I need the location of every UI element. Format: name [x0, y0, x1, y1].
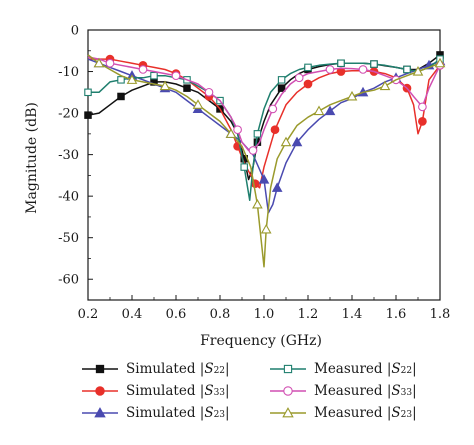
data-point [304, 63, 312, 72]
data-point [126, 74, 138, 84]
x-tick-label: 1.2 [298, 307, 319, 322]
y-tick-label: 0 [71, 24, 79, 39]
data-point [379, 80, 391, 91]
data-point [253, 130, 262, 138]
data-point [282, 407, 294, 418]
data-point [248, 146, 258, 155]
series-simulated-s22 [84, 51, 444, 181]
data-point [283, 364, 293, 374]
data-point [283, 386, 293, 396]
legend-swatch [82, 407, 118, 418]
data-point [277, 84, 286, 92]
data-point [159, 80, 171, 91]
legend-item-sim-s33: Simulated | S 33 | [80, 380, 230, 402]
data-point [291, 136, 303, 147]
legend-swatch [82, 364, 118, 374]
data-point [294, 73, 304, 83]
x-tick-label: 1.4 [342, 307, 363, 322]
data-point [370, 60, 378, 68]
x-tick-label: 0.6 [166, 307, 187, 322]
series-layer [84, 51, 446, 268]
y-tick-label: -20 [58, 107, 79, 122]
legend-label: Measured | S 23 | [314, 405, 417, 421]
series-measured-s33 [87, 56, 445, 155]
data-point [138, 65, 148, 74]
x-tick-label: 1.8 [430, 307, 451, 322]
legend-item-meas-s22: Measured | S 22 | [268, 358, 417, 380]
data-point [93, 57, 105, 68]
data-point [225, 128, 237, 138]
data-point [105, 58, 115, 68]
legend-swatch [270, 407, 306, 418]
series-simulated-s33 [88, 54, 445, 189]
data-point [403, 65, 411, 74]
data-point [117, 76, 125, 84]
x-tick-label: 0.8 [210, 307, 231, 322]
series-measured-s23 [87, 54, 446, 268]
data-point [270, 125, 280, 135]
data-point [95, 364, 105, 374]
x-tick-label: 1.0 [254, 307, 275, 322]
x-tick-label: 0.2 [78, 307, 99, 322]
legend-item-sim-s23: Simulated | S 23 | [80, 402, 230, 424]
data-point [192, 99, 204, 109]
data-point [95, 386, 105, 396]
data-point [84, 111, 92, 119]
legend: Simulated | S 22 | Simulated | S 33 | Simulate… [0, 356, 474, 445]
y-tick-label: -50 [58, 231, 79, 246]
legend-label: Measured | S 33 | [314, 383, 417, 399]
data-point [94, 407, 106, 418]
series-line [87, 54, 441, 181]
y-tick-label: -40 [58, 190, 79, 205]
data-point [418, 117, 427, 126]
chart: 0.2 0.4 0.6 0.8 1.0 1.2 1.4 1.6 1.8 0 -10 -20 -30 -40… [24, 24, 450, 350]
data-point [303, 79, 313, 89]
data-point [277, 76, 286, 84]
legend-swatch [270, 386, 306, 396]
series-line [87, 54, 441, 268]
data-point [346, 90, 358, 101]
legend-swatch [270, 364, 306, 374]
legend-label: Simulated | S 23 | [126, 405, 230, 421]
x-tick-label: 1.6 [386, 307, 407, 322]
data-point [204, 87, 214, 97]
data-point [337, 59, 345, 67]
data-point [233, 125, 242, 135]
data-point [358, 65, 368, 74]
data-point [434, 57, 446, 68]
x-axis-label: Frequency (GHz) [200, 333, 322, 349]
series-simulated-s23 [87, 55, 446, 214]
legend-label: Simulated | S 22 | [126, 361, 230, 377]
data-point [324, 105, 336, 116]
data-point [268, 104, 278, 114]
data-point [258, 174, 270, 184]
data-point [150, 71, 158, 80]
x-tick-label: 0.4 [122, 307, 143, 322]
legend-item-sim-s22: Simulated | S 22 | [80, 358, 230, 380]
legend-label: Simulated | S 33 | [126, 383, 230, 399]
y-tick-label: -10 [58, 65, 79, 80]
legend-item-meas-s23: Measured | S 23 | [268, 402, 417, 424]
y-tick-label: -30 [58, 148, 79, 163]
data-point [252, 198, 263, 209]
data-point [183, 84, 191, 92]
series-line [87, 56, 441, 152]
legend-item-meas-s33: Measured | S 33 | [268, 380, 417, 402]
y-axis-label: Magnitude (dB) [24, 102, 40, 214]
data-point [271, 182, 283, 192]
data-point [260, 223, 272, 234]
data-point [240, 163, 248, 171]
data-point [418, 102, 427, 112]
legend-label: Measured | S 22 | [314, 361, 417, 377]
data-point [313, 105, 325, 116]
data-point [280, 136, 292, 147]
data-point [84, 88, 92, 97]
data-point [412, 66, 424, 76]
data-point [325, 65, 335, 74]
y-tick-label: -60 [58, 273, 79, 288]
data-point [117, 92, 125, 101]
data-point [171, 71, 181, 81]
axes: 0.2 0.4 0.6 0.8 1.0 1.2 1.4 1.6 1.8 0 -10 -20 -30 -40… [58, 24, 450, 323]
legend-swatch [82, 386, 118, 396]
